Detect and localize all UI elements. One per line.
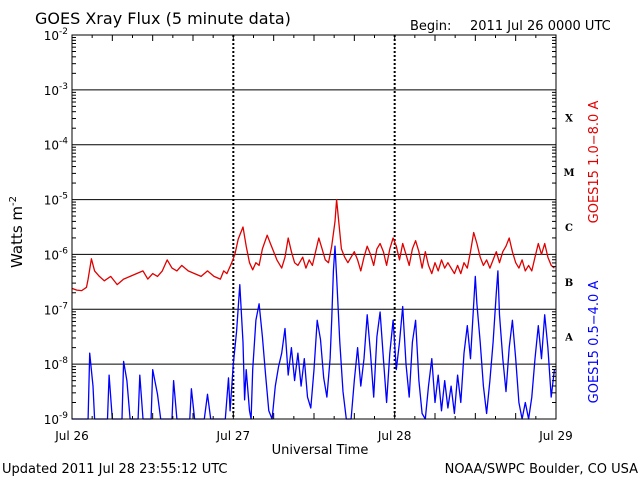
- chart-title: GOES Xray Flux (5 minute data): [35, 9, 291, 28]
- x-tick-label: Jul 29: [538, 429, 573, 443]
- y-tick-label: 10-7: [44, 301, 68, 317]
- y-axis-ticks: 10-9 10-8 10-7 10-6 10-5 10-4 10-3 10-2: [44, 27, 556, 427]
- begin-value: 2011 Jul 26 0000 UTC: [470, 19, 611, 34]
- y-tick-label: 10-6: [44, 246, 69, 262]
- y-tick-label: 10-8: [44, 356, 69, 372]
- y-tick-label: 10-3: [44, 82, 68, 98]
- updated-timestamp: Updated 2011 Jul 28 23:55:12 UTC: [2, 462, 227, 477]
- series-layer: [71, 198, 556, 420]
- y-axis-label-text: Watts m: [8, 206, 26, 268]
- day-separator-lines: [232, 35, 396, 419]
- series-line-short: [72, 245, 556, 420]
- series-line-long: [71, 198, 555, 292]
- y-tick-label: 10-2: [44, 27, 68, 43]
- grid: [72, 89, 556, 365]
- flare-class-m: M: [563, 168, 574, 179]
- x-axis-ticks: Jul 26 Jul 27 Jul 28 Jul 29: [54, 35, 573, 443]
- x-axis-label: Universal Time: [272, 443, 369, 458]
- data-source: NOAA/SWPC Boulder, CO USA: [445, 462, 638, 477]
- series-labels: GOES15 1.0−8.0 A GOES15 0.5−4.0 A: [587, 101, 602, 404]
- flare-class-c: C: [565, 223, 573, 234]
- x-tick-label: Jul 28: [377, 429, 412, 443]
- flare-class-labels: X M C B A: [563, 113, 574, 343]
- series-label-long: GOES15 1.0−8.0 A: [587, 101, 602, 224]
- y-tick-label: 10-4: [44, 137, 69, 153]
- y-axis-label-exponent: -2: [8, 196, 19, 206]
- y-axis-label: Watts m-2: [8, 196, 26, 268]
- begin-label: Begin:: [410, 19, 451, 34]
- x-tick-label: Jul 26: [54, 429, 89, 443]
- series-label-short: GOES15 0.5−4.0 A: [587, 281, 602, 404]
- y-tick-label: 10-9: [44, 411, 69, 427]
- y-tick-label: 10-5: [44, 192, 68, 208]
- svg-text:Watts m-2: Watts m-2: [8, 196, 26, 268]
- flare-class-x: X: [565, 113, 573, 124]
- x-tick-label: Jul 27: [216, 429, 251, 443]
- flare-class-b: B: [565, 278, 573, 289]
- flare-class-a: A: [564, 333, 573, 344]
